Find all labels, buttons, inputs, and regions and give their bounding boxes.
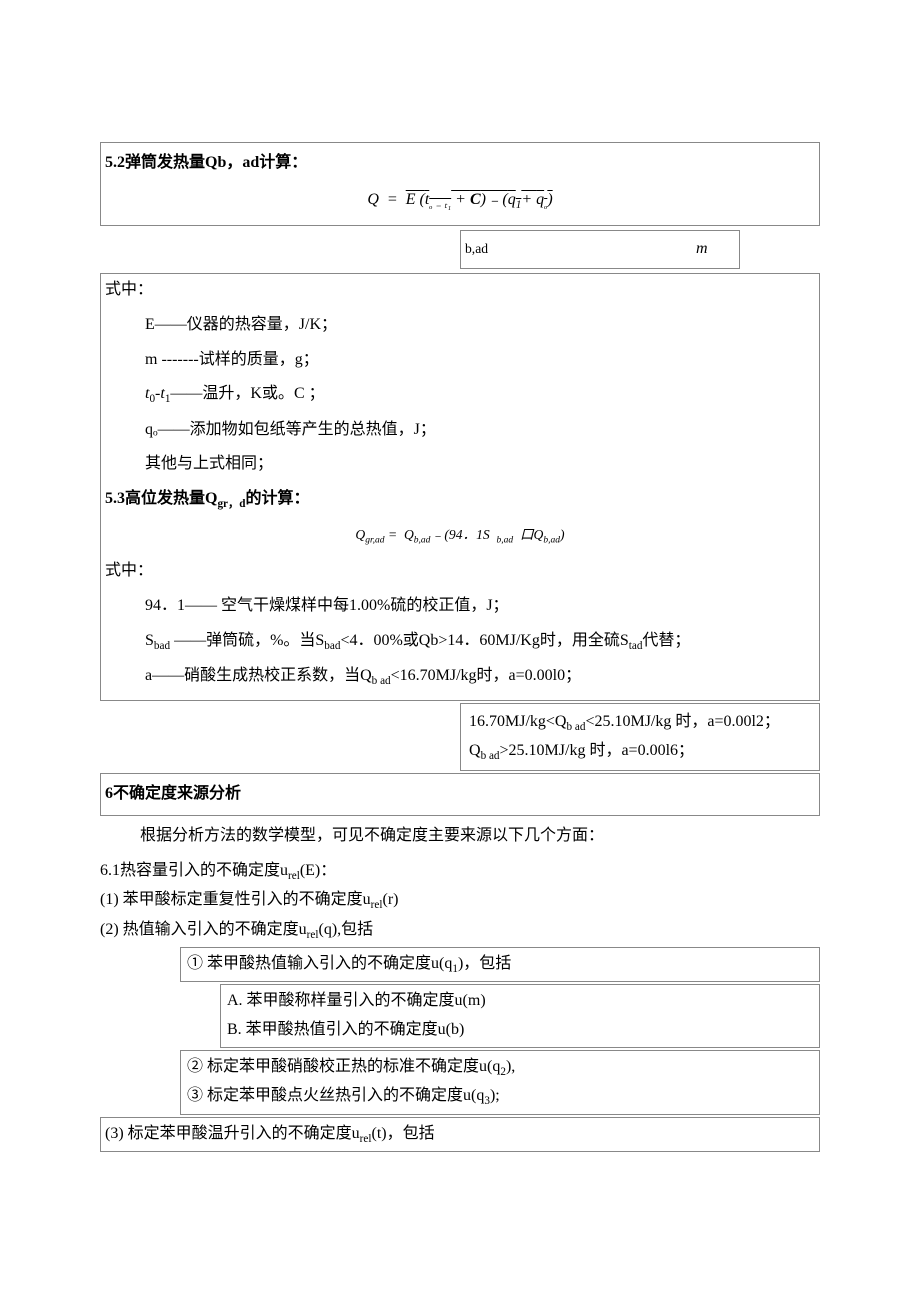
- box-2-23: ② 标定苯甲酸硝酸校正热的标准不确定度u(q2), ③ 标定苯甲酸点火丝热引入的…: [180, 1050, 820, 1115]
- line-sbad: Sbad ——弹筒硫，%。当Sbad<4．00%或Qb>14．60MJ/Kg时，…: [105, 627, 815, 656]
- line-2-3: ③ 标定苯甲酸点火丝热引入的不确定度u(q3);: [187, 1082, 813, 1111]
- line-t: t0-t1——温升，K或。C ；: [105, 380, 815, 409]
- where-label-52: 式中：: [105, 276, 815, 305]
- line-2-2: ② 标定苯甲酸硝酸校正热的标准不确定度u(q2),: [187, 1053, 813, 1082]
- line-2-1: ① 苯甲酸热值输入引入的不确定度u(q1)，包括: [187, 950, 813, 979]
- line-E: E——仪器的热容量，J/K；: [105, 311, 815, 340]
- line-m: m -------试样的质量，g；: [105, 346, 815, 375]
- formula-52-sub-right: m: [696, 240, 708, 257]
- box-2-1ab: A. 苯甲酸称样量引入的不确定度u(m) B. 苯甲酸热值引入的不确定度u(b): [220, 984, 820, 1048]
- line-61: 6.1热容量引入的不确定度urel(E)：: [100, 857, 820, 886]
- section-52-body-box: 式中： E——仪器的热容量，J/K； m -------试样的质量，g； t0-…: [100, 273, 820, 701]
- coef-line1: 16.70MJ/kg<Qb ad<25.10MJ/kg 时，a=0.00l2；: [469, 708, 811, 737]
- line-qo: qₒ——添加物如包纸等产生的总热值，J；: [105, 416, 815, 445]
- line-3: (3) 标定苯甲酸温升引入的不确定度urel(t)，包括: [105, 1120, 815, 1149]
- coef-line2: Qb ad>25.10MJ/kg 时，a=0.00l6；: [469, 737, 811, 766]
- line-2: (2) 热值输入引入的不确定度urel(q),包括: [100, 916, 820, 945]
- section-53-title: 5.3高位发热量Qgr，d的计算：: [105, 485, 815, 514]
- line-94: 94．1—— 空气干燥煤样中每1.00%硫的校正值，J；: [105, 592, 815, 621]
- section-6-title-box: 6不确定度来源分析: [100, 773, 820, 816]
- formula-52-sub-left: b,ad: [465, 241, 488, 256]
- section-6-intro: 根据分析方法的数学模型，可见不确定度主要来源以下几个方面：: [100, 822, 820, 851]
- section-52-box: 5.2弹筒发热量Qb，ad计算： Q = E (tₒ ₋ ₜ₁ + C) ₋ (…: [100, 142, 820, 226]
- section-52-title: 5.2弹筒发热量Qb，ad计算：: [105, 149, 815, 178]
- line-other: 其他与上式相同；: [105, 450, 815, 479]
- document-page: 5.2弹筒发热量Qb，ad计算： Q = E (tₒ ₋ ₜ₁ + C) ₋ (…: [0, 0, 920, 1214]
- box-2-1: ① 苯甲酸热值输入引入的不确定度u(q1)，包括: [180, 947, 820, 982]
- line-3-box: (3) 标定苯甲酸温升引入的不确定度urel(t)，包括: [100, 1117, 820, 1152]
- line-2-1a: A. 苯甲酸称样量引入的不确定度u(m): [227, 987, 813, 1016]
- coefficient-box: 16.70MJ/kg<Qb ad<25.10MJ/kg 时，a=0.00l2； …: [460, 703, 820, 772]
- where-label-53: 式中：: [105, 557, 815, 586]
- line-1: (1) 苯甲酸标定重复性引入的不确定度urel(r): [100, 886, 820, 915]
- formula-52-denom-box: b,ad m: [460, 230, 740, 269]
- formula-52-main: Q = E (tₒ ₋ ₜ₁ + C) ₋ (q1+ qₒ): [105, 186, 815, 215]
- line-a: a——硝酸生成热校正系数，当Qb ad<16.70MJ/kg时，a=0.00l0…: [105, 662, 815, 691]
- line-2-1b: B. 苯甲酸热值引入的不确定度u(b): [227, 1016, 813, 1045]
- section-6-title: 6不确定度来源分析: [105, 780, 815, 809]
- formula-53: Qgr,ad = Qb,ad ₋ (94．1S b,ad 口Qb,ad): [105, 523, 815, 550]
